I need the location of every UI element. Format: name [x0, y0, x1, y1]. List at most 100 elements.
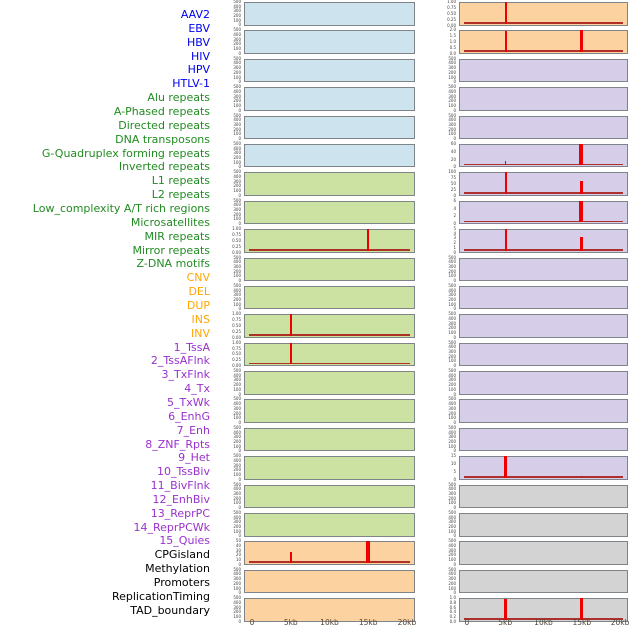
y-tick-label: 0	[238, 561, 241, 567]
y-tick-label: 100	[448, 415, 456, 421]
y-tick-label: 100	[448, 131, 456, 137]
enrichment-spike	[579, 200, 584, 223]
y-tick-label: 500	[233, 566, 241, 572]
y-axis-ticks: 500 400 300 200 100 0	[428, 255, 456, 284]
y-tick-label: 40	[450, 148, 456, 154]
enrichment-spike	[504, 2, 507, 24]
feature-panel	[459, 200, 628, 225]
y-tick-label: 50	[450, 181, 456, 187]
y-tick-label: 400	[233, 429, 241, 435]
x-tick-label: 5kb	[498, 618, 513, 627]
y-tick-label: 0	[453, 79, 456, 85]
y-tick-label: 2	[453, 240, 456, 246]
y-axis-ticks: 500 400 300 200 100 0	[213, 596, 241, 624]
y-tick-label: 0	[238, 533, 241, 539]
y-axis-ticks: 500 400 300 200 100 0	[428, 113, 456, 142]
y-tick-label: 200	[448, 325, 456, 331]
y-tick-label: 100	[233, 301, 241, 307]
y-tick-label: 500	[233, 453, 241, 459]
y-tick-label: 300	[233, 377, 241, 383]
y-tick-label: 100	[233, 528, 241, 534]
y-tick-label: 400	[448, 117, 456, 123]
y-tick-label: 0.00	[232, 363, 241, 369]
row-label: HTLV-1	[172, 77, 210, 91]
feature-panel	[459, 2, 628, 26]
y-tick-label: 300	[233, 263, 241, 269]
y-axis-ticks: 500 400 300 200 100 0	[213, 197, 241, 227]
y-tick-label: 300	[448, 121, 456, 127]
y-tick-label: 0	[238, 22, 241, 28]
y-axis-ticks: 500 400 300 200 100 0	[428, 397, 456, 425]
y-tick-label: 200	[233, 495, 241, 501]
y-tick-label: 0.6	[449, 604, 456, 610]
y-axis-ticks: 500 400 300 200 100 0	[428, 567, 456, 596]
y-axis-ticks: 500 400 300 200 100 0	[428, 312, 456, 340]
y-tick-label: 200	[233, 13, 241, 19]
y-tick-label: 200	[448, 580, 456, 586]
y-tick-label: 200	[448, 98, 456, 104]
y-tick-label: 300	[233, 93, 241, 99]
y-tick-label: 30	[235, 547, 241, 553]
row-label: 8_ZNF_Rpts	[145, 437, 210, 451]
y-tick-label: 400	[233, 287, 241, 293]
row-label: CPGisland	[154, 548, 210, 562]
y-axis-ticks: 500 400 300 200 100 0	[428, 539, 456, 567]
y-tick-label: 0.0	[449, 50, 456, 56]
y-tick-label: 3	[453, 235, 456, 241]
y-tick-label: 0	[453, 533, 456, 539]
row-label: HPV	[187, 63, 210, 77]
y-tick-label: 300	[448, 320, 456, 326]
row-label: Promoters	[153, 576, 210, 590]
y-tick-label: 300	[233, 434, 241, 440]
y-tick-label: 200	[448, 438, 456, 444]
feature-panel	[459, 427, 628, 452]
row-label: TAD_boundary	[130, 603, 210, 617]
feature-panel	[244, 399, 415, 423]
y-tick-label: 0	[453, 448, 456, 454]
zero-baseline	[249, 362, 410, 365]
y-tick-label: 200	[233, 211, 241, 217]
enrichment-spike	[579, 30, 583, 52]
y-tick-label: 500	[233, 197, 241, 203]
enrichment-spike	[290, 314, 293, 336]
y-tick-label: 400	[448, 401, 456, 407]
y-tick-label: 100	[233, 273, 241, 279]
y-tick-label: 0.50	[232, 323, 241, 329]
y-axis-ticks: 500 400 300 200 100 0	[213, 28, 241, 56]
y-tick-label: 500	[233, 254, 241, 260]
enrichment-spike	[504, 456, 507, 478]
y-tick-label: 0	[238, 306, 241, 312]
y-tick-label: 400	[233, 401, 241, 407]
y-tick-label: 0.50	[232, 237, 241, 243]
feature-panel	[244, 456, 415, 480]
y-tick-label: 0	[453, 135, 456, 141]
y-tick-label: 0	[238, 50, 241, 56]
enrichment-spike	[290, 552, 293, 563]
row-label: HIV	[190, 49, 210, 63]
y-tick-label: 200	[448, 296, 456, 302]
zero-baseline	[464, 249, 623, 251]
y-tick-label: 5	[453, 226, 456, 232]
feature-panel	[244, 87, 415, 111]
row-label: A-Phased repeats	[113, 104, 210, 118]
feature-panel	[459, 285, 628, 310]
y-tick-label: 0.50	[447, 10, 456, 16]
y-tick-label: 400	[233, 32, 241, 38]
y-tick-label: 100	[233, 216, 241, 222]
y-tick-label: 200	[233, 524, 241, 530]
y-tick-label: 500	[233, 27, 241, 33]
y-tick-label: 0	[453, 419, 456, 425]
y-tick-label: 300	[448, 292, 456, 298]
y-tick-label: 1.00	[232, 311, 241, 317]
feature-panel	[244, 2, 415, 26]
y-tick-label: 0	[238, 135, 241, 141]
y-tick-label: 100	[233, 386, 241, 392]
enrichment-spike	[504, 30, 507, 52]
y-axis-ticks: 500 400 300 200 100 0	[213, 113, 241, 142]
y-tick-label: 0.00	[232, 334, 241, 340]
feature-panel	[459, 569, 628, 594]
y-tick-label: 400	[233, 571, 241, 577]
row-label: 13_ReprPC	[150, 506, 210, 520]
row-label: DEL	[188, 285, 210, 299]
enrichment-spike	[366, 541, 370, 563]
